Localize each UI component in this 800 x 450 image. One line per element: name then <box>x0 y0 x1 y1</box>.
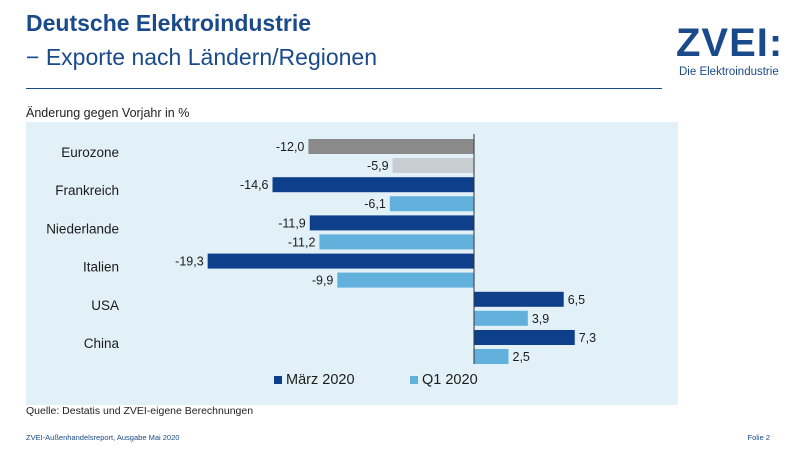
legend-maerz-2020-swatch <box>274 376 282 384</box>
page-subtitle: − Exporte nach Ländern/Regionen <box>26 44 378 70</box>
source-note: Quelle: Destatis und ZVEI-eigene Berechn… <box>26 405 254 417</box>
category-label: Niederlande <box>46 221 119 236</box>
data-label: -11,2 <box>288 235 316 249</box>
category-label: USA <box>91 298 119 313</box>
data-label: -9,9 <box>312 274 334 288</box>
bar-q1-2020 <box>392 158 474 173</box>
page-title: Deutsche Elektroindustrie <box>26 10 312 36</box>
category-label: Eurozone <box>61 145 119 160</box>
bar-q1-2020 <box>474 310 528 326</box>
bar-maerz-2020 <box>309 215 474 231</box>
bar-maerz-2020 <box>474 330 575 345</box>
bar-maerz-2020 <box>474 291 564 307</box>
category-label: Italien <box>83 260 119 275</box>
footer-slide-number: Folie 2 <box>747 433 770 442</box>
zvei-logo: ZVEI: Die Elektroindustrie <box>676 20 786 84</box>
category-label: Frankreich <box>55 183 119 198</box>
data-label: 6,5 <box>568 293 585 307</box>
data-label: 7,3 <box>579 331 596 345</box>
footer-report: ZVEI-Außenhandelsreport, Ausgabe Mai 202… <box>26 433 180 442</box>
bar-q1-2020 <box>389 196 474 212</box>
legend-maerz-2020-label: März 2020 <box>286 372 355 388</box>
category-label: China <box>84 336 120 351</box>
bar-maerz-2020 <box>308 139 474 154</box>
bar-maerz-2020 <box>272 177 474 193</box>
chart-ylabel: Änderung gegen Vorjahr in % <box>26 106 190 120</box>
header-divider <box>26 88 662 89</box>
data-label: -19,3 <box>175 255 204 269</box>
bar-q1-2020 <box>337 272 474 288</box>
data-label: 3,9 <box>532 312 549 326</box>
data-label: -6,1 <box>364 197 386 211</box>
legend-q1-2020-swatch <box>410 376 418 384</box>
data-label: -11,9 <box>278 216 306 230</box>
data-label: -14,6 <box>240 178 269 192</box>
legend-q1-2020-label: Q1 2020 <box>422 372 478 388</box>
logo-wordmark: ZVEI: <box>676 21 784 65</box>
data-label: -5,9 <box>367 159 389 173</box>
data-label: 2,5 <box>513 350 530 364</box>
data-label: -12,0 <box>276 140 305 154</box>
bar-maerz-2020 <box>207 253 474 269</box>
bar-q1-2020 <box>474 349 509 364</box>
bar-q1-2020 <box>319 234 474 250</box>
logo-tagline: Die Elektroindustrie <box>679 66 779 78</box>
